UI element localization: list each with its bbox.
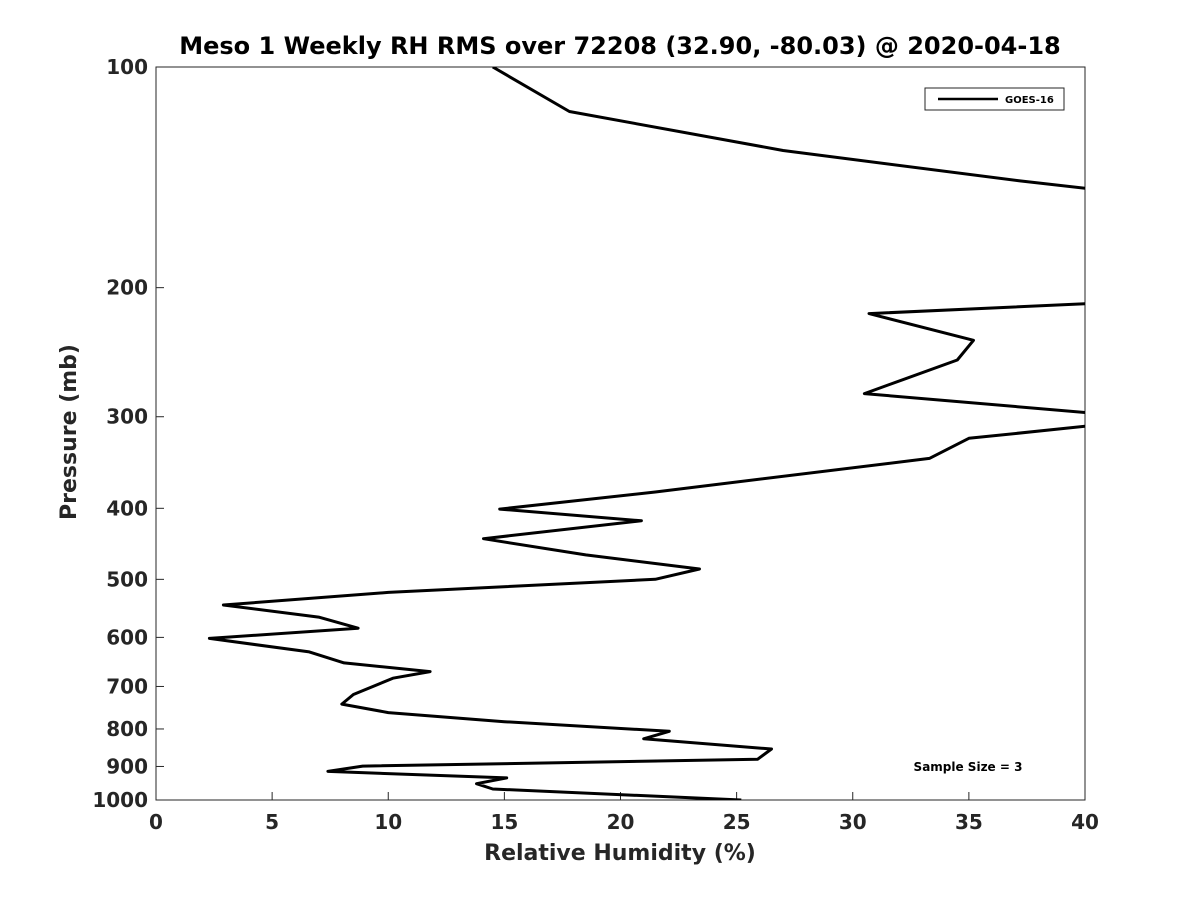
x-tick-label: 25	[723, 810, 751, 834]
x-tick-label: 15	[490, 810, 518, 834]
x-tick-label: 40	[1071, 810, 1099, 834]
legend: GOES-16	[924, 87, 1065, 111]
x-tick-label: 20	[607, 810, 635, 834]
y-axis-label: Pressure (mb)	[57, 344, 82, 520]
x-tick-label: 5	[265, 810, 279, 834]
y-axis: 100 200 300 400 500 600 700 800 900 1000	[92, 55, 164, 812]
sample-size-annotation: Sample Size = 3	[914, 760, 1023, 774]
y-tick-label: 900	[106, 754, 148, 778]
y-tick-label: 1000	[92, 788, 148, 812]
series-layer	[207, 67, 1085, 800]
x-tick-label: 0	[149, 810, 163, 834]
x-tick-label: 30	[839, 810, 867, 834]
series-line-goes-16	[207, 67, 1085, 800]
y-tick-label: 200	[106, 276, 148, 300]
x-tick-label: 35	[955, 810, 983, 834]
x-axis: 0 5 10 15 20 25 30 35 40	[149, 792, 1099, 834]
y-tick-label: 100	[106, 55, 148, 79]
y-tick-label: 500	[106, 567, 148, 591]
y-tick-label: 300	[106, 405, 148, 429]
chart-title: Meso 1 Weekly RH RMS over 72208 (32.90, …	[179, 32, 1061, 60]
y-tick-label: 800	[106, 717, 148, 741]
plot-area: 0 5 10 15 20 25 30 35 40 100 200 300 400 500 600 700 80…	[92, 55, 1099, 834]
x-tick-label: 10	[374, 810, 402, 834]
legend-label-goes-16: GOES-16	[1005, 95, 1054, 106]
y-tick-label: 600	[106, 625, 148, 649]
x-axis-label: Relative Humidity (%)	[484, 841, 756, 866]
y-tick-label: 700	[106, 674, 148, 698]
y-tick-label: 400	[106, 496, 148, 520]
